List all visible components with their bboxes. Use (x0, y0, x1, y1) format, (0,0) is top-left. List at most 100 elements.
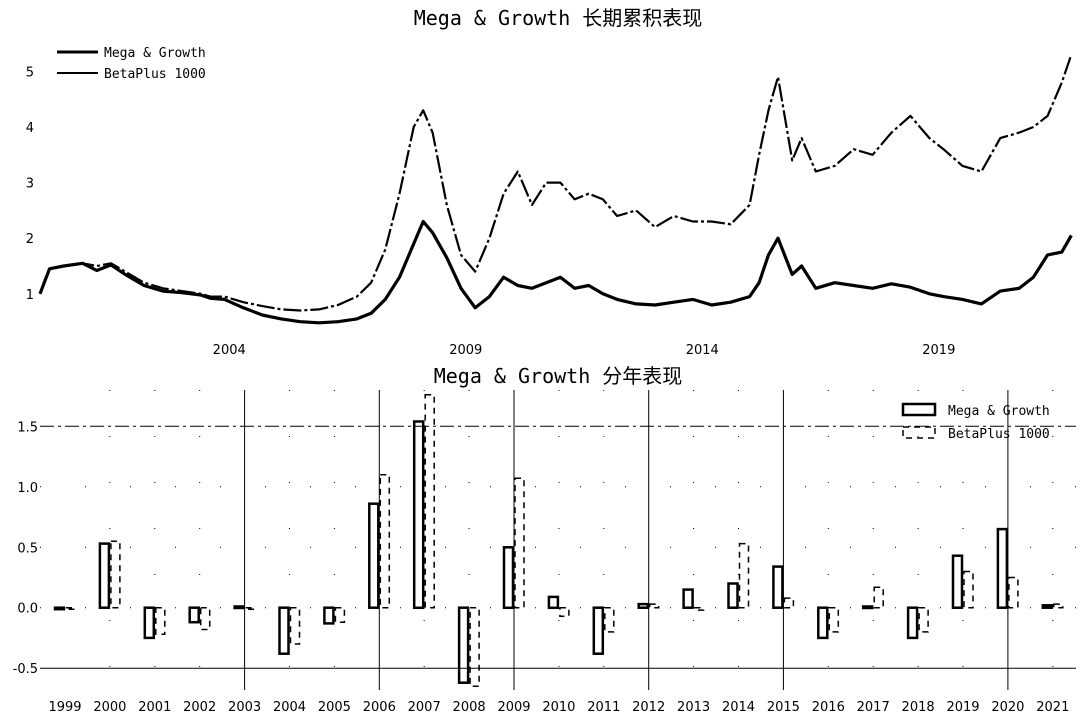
bar-betaplus-1000 (604, 606, 615, 633)
legend-mega-growth-label-2: Mega & Growth (948, 404, 1050, 419)
bar-mega-growth (951, 554, 964, 609)
bar-betaplus-1000 (514, 477, 525, 609)
bar-betaplus-1000 (65, 606, 76, 610)
bar-betaplus-1000 (155, 606, 166, 636)
bottom-x-tick-label: 2021 (1036, 700, 1069, 715)
bottom-y-axis: -0.5 0.0 0.5 1.0 1.5 (13, 420, 38, 677)
bar-mega-growth (278, 606, 290, 655)
bar-mega-growth (637, 602, 649, 609)
bottom-legend: Mega & Growth BetaPlus 1000 (901, 402, 1050, 442)
bottom-x-tick-label: 2010 (542, 700, 575, 715)
bar-mega-growth (323, 606, 335, 625)
bar-mega-growth (996, 527, 1009, 609)
top-x-tick-label: 2004 (213, 343, 246, 358)
bar-mega-growth (53, 606, 66, 611)
bottom-x-tick-label: 2007 (408, 700, 441, 715)
bar-mega-growth (368, 502, 380, 609)
bar-betaplus-1000 (244, 606, 256, 610)
bottom-x-tick-label: 2003 (228, 700, 261, 715)
bottom-x-tick-label: 2013 (677, 700, 710, 715)
series-line-betaplus-1000 (38, 54, 1073, 312)
bar-betaplus-1000 (873, 586, 884, 609)
bottom-x-tick-label: 2017 (857, 700, 890, 715)
bar-betaplus-1000 (199, 606, 211, 631)
bottom-y-tick-label: 0.0 (17, 602, 38, 617)
bottom-x-tick-label: 2006 (363, 700, 396, 715)
bottom-x-tick-label: 2012 (632, 700, 665, 715)
bar-mega-growth (188, 606, 200, 624)
bar-betaplus-1000 (289, 606, 301, 645)
bottom-y-tick-label: 1.5 (17, 420, 38, 435)
bar-mega-growth (772, 565, 784, 609)
bottom-x-tick-label: 2004 (273, 700, 306, 715)
bar-mega-growth (233, 605, 245, 610)
bottom-x-tick-label: 2019 (946, 700, 979, 715)
bar-betaplus-1000 (424, 394, 435, 609)
bar-betaplus-1000 (1008, 576, 1019, 609)
bar-betaplus-1000 (963, 570, 974, 609)
bottom-x-tick-label: 2009 (497, 700, 530, 715)
bar-mega-growth (1041, 604, 1054, 609)
bottom-chart-title: Mega & Growth 分年表现 (434, 364, 683, 388)
top-y-tick-label: 2 (26, 232, 34, 247)
bottom-y-tick-label: 1.0 (17, 481, 38, 496)
series-line-mega-growth (38, 219, 1073, 325)
top-x-tick-label: 2019 (922, 343, 955, 358)
bar-mega-growth (457, 606, 470, 684)
top-series-lines (38, 54, 1073, 325)
bar-mega-growth (906, 606, 919, 640)
bottom-x-tick-label: 2005 (318, 700, 351, 715)
bottom-bars (53, 394, 1064, 688)
top-x-axis: 2004 2009 2014 2019 (213, 343, 956, 358)
legend-betaplus-label-2: BetaPlus 1000 (948, 427, 1050, 442)
top-y-tick-label: 4 (26, 121, 34, 136)
top-x-tick-label: 2009 (449, 343, 482, 358)
bar-mega-growth (861, 605, 874, 610)
bottom-x-tick-label: 2008 (453, 700, 486, 715)
bottom-x-tick-label: 2001 (138, 700, 171, 715)
top-chart-title: Mega & Growth 长期累积表现 (414, 6, 703, 30)
legend-mega-growth-label: Mega & Growth (104, 46, 206, 61)
bottom-x-tick-label: 2015 (767, 700, 800, 715)
legend-mega-growth-box (901, 402, 937, 417)
bottom-x-tick-label: 2014 (722, 700, 755, 715)
top-y-axis: 1 2 3 4 5 (26, 65, 34, 302)
bottom-x-tick-label: 1999 (48, 700, 81, 715)
top-legend: Mega & Growth BetaPlus 1000 (57, 46, 206, 82)
bar-betaplus-1000 (379, 473, 391, 609)
bar-mega-growth (817, 606, 829, 640)
bar-mega-growth (727, 582, 739, 609)
bottom-x-tick-label: 2020 (991, 700, 1024, 715)
bar-betaplus-1000 (110, 540, 121, 609)
bottom-x-tick-label: 2016 (812, 700, 845, 715)
bottom-x-tick-label: 2000 (93, 700, 126, 715)
bar-betaplus-1000 (469, 606, 480, 688)
bar-betaplus-1000 (559, 606, 570, 617)
top-y-tick-label: 1 (26, 288, 34, 303)
annual-performance-chart: Mega & Growth 分年表现 -0.5 0.0 0.5 1.0 1.5 1999… (13, 364, 1076, 715)
bottom-y-tick-label: 0.5 (17, 541, 38, 556)
bottom-x-tick-label: 2002 (183, 700, 216, 715)
legend-betaplus-box (902, 426, 936, 439)
bar-betaplus-1000 (693, 606, 705, 611)
bar-betaplus-1000 (1053, 603, 1064, 609)
bar-mega-growth (592, 606, 605, 655)
bar-mega-growth (143, 606, 156, 640)
bar-betaplus-1000 (334, 606, 346, 623)
bottom-grid (40, 390, 1076, 690)
bar-betaplus-1000 (648, 603, 660, 609)
legend-betaplus-label: BetaPlus 1000 (104, 67, 206, 82)
bar-mega-growth (502, 546, 515, 610)
top-x-tick-label: 2014 (686, 343, 719, 358)
bottom-y-tick-label: -0.5 (13, 662, 38, 677)
bar-mega-growth (547, 595, 560, 610)
bar-mega-growth (98, 542, 111, 609)
top-y-tick-label: 5 (26, 65, 34, 80)
bar-betaplus-1000 (783, 597, 795, 609)
bar-mega-growth (412, 420, 425, 610)
bottom-x-tick-label: 2018 (902, 700, 935, 715)
bottom-x-tick-label: 2011 (587, 700, 620, 715)
bar-betaplus-1000 (828, 606, 840, 633)
